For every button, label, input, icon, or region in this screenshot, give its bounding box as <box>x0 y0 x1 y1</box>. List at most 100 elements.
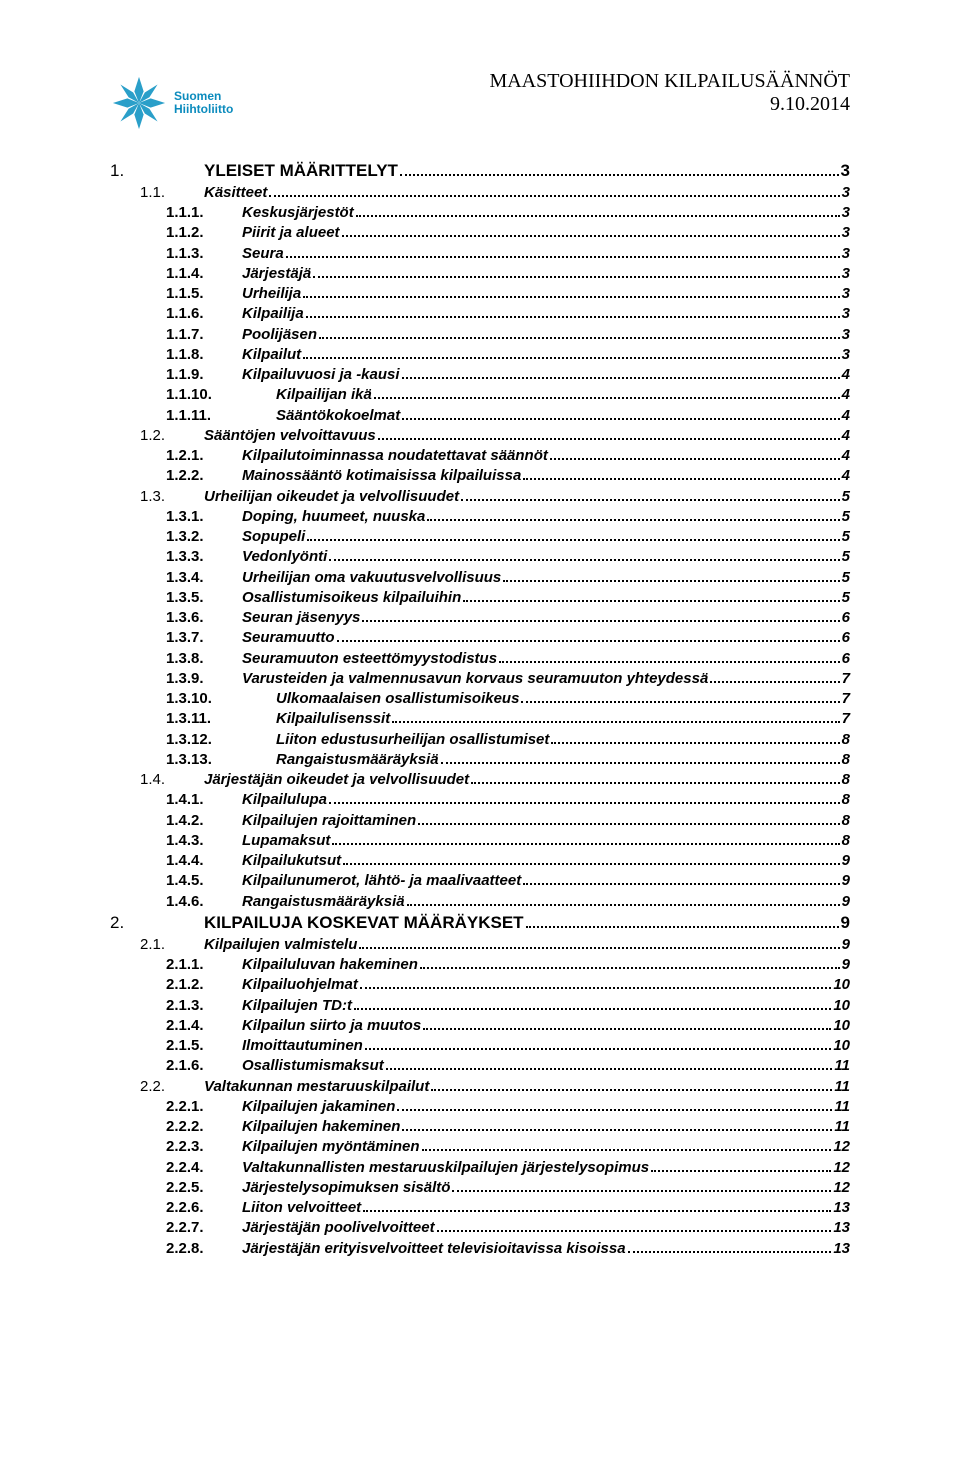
toc-row[interactable]: 1.3.3.Vedonlyönti5 <box>110 547 850 567</box>
toc-row[interactable]: 1.4.4.Kilpailukutsut9 <box>110 851 850 871</box>
toc-number: 2.1. <box>110 935 200 955</box>
toc-label: Varusteiden ja valmennusavun korvaus seu… <box>238 669 708 689</box>
logo-text: Suomen Hiihtoliitto <box>174 90 233 115</box>
toc-row[interactable]: 1.1.3.Seura3 <box>110 244 850 264</box>
toc-row[interactable]: 1.3.11.Kilpailulisenssit7 <box>110 709 850 729</box>
toc-row[interactable]: 1.1.Käsitteet3 <box>110 183 850 203</box>
toc-number: 1.4. <box>110 770 200 790</box>
toc-row[interactable]: 2.2.2.Kilpailujen hakeminen11 <box>110 1117 850 1137</box>
toc-page: 5 <box>842 527 850 547</box>
toc-row[interactable]: 2.2.5.Järjestelysopimuksen sisältö12 <box>110 1178 850 1198</box>
toc-page: 8 <box>842 811 850 831</box>
toc-leader-dots <box>286 250 840 258</box>
toc-row[interactable]: 1.1.6.Kilpailija3 <box>110 304 850 324</box>
toc-row[interactable]: 2.1.4.Kilpailun siirto ja muutos10 <box>110 1016 850 1036</box>
toc-leader-dots <box>427 513 839 521</box>
toc-row[interactable]: 2.2.3.Kilpailujen myöntäminen12 <box>110 1137 850 1157</box>
toc-row[interactable]: 1.1.8.Kilpailut3 <box>110 345 850 365</box>
toc-label: Kilpailunumerot, lähtö- ja maalivaatteet <box>238 871 521 891</box>
toc-row[interactable]: 2.1.3.Kilpailujen TD:t10 <box>110 996 850 1016</box>
toc-row[interactable]: 1.2.2.Mainossääntö kotimaisissa kilpailu… <box>110 466 850 486</box>
toc-leader-dots <box>463 594 839 602</box>
toc-row[interactable]: 2.2.8.Järjestäjän erityisvelvoitteet tel… <box>110 1239 850 1259</box>
toc-label: Keskusjärjestöt <box>238 203 354 223</box>
toc-page: 9 <box>841 912 850 935</box>
toc-row[interactable]: 1.3.13.Rangaistusmääräyksiä8 <box>110 750 850 770</box>
toc-row[interactable]: 1.4.5.Kilpailunumerot, lähtö- ja maaliva… <box>110 871 850 891</box>
toc-row[interactable]: 1.4.Järjestäjän oikeudet ja velvollisuud… <box>110 770 850 790</box>
toc-page: 6 <box>842 649 850 669</box>
toc-leader-dots <box>313 270 839 278</box>
snowflake-icon <box>110 74 168 132</box>
toc-row[interactable]: 2.2.4.Valtakunnallisten mestaruuskilpail… <box>110 1158 850 1178</box>
toc-leader-dots <box>407 898 840 906</box>
toc-row[interactable]: 1.YLEISET MÄÄRITTELYT3 <box>110 160 850 183</box>
toc-label: Kilpailujen rajoittaminen <box>238 811 416 831</box>
toc-page: 3 <box>842 244 850 264</box>
toc-row[interactable]: 1.3.Urheilijan oikeudet ja velvollisuude… <box>110 487 850 507</box>
toc-row[interactable]: 1.1.7.Poolijäsen3 <box>110 325 850 345</box>
toc-row[interactable]: 1.2.1.Kilpailutoiminnassa noudatettavat … <box>110 446 850 466</box>
toc-number: 2.2.1. <box>110 1097 238 1117</box>
toc-leader-dots <box>374 391 840 399</box>
toc-leader-dots <box>402 1123 832 1131</box>
toc-leader-dots <box>303 351 839 359</box>
toc-leader-dots <box>306 310 840 318</box>
toc-row[interactable]: 1.1.2.Piirit ja alueet3 <box>110 223 850 243</box>
toc-page: 5 <box>842 507 850 527</box>
logo-text-line2: Hiihtoliitto <box>174 103 233 116</box>
toc-row[interactable]: 1.1.1.Keskusjärjestöt3 <box>110 203 850 223</box>
toc-label: Järjestäjä <box>238 264 311 284</box>
toc-label: Seuramuutto <box>238 628 335 648</box>
toc-row[interactable]: 1.3.12.Liiton edustusurheilijan osallist… <box>110 730 850 750</box>
toc-number: 2.2.5. <box>110 1178 238 1198</box>
toc-row[interactable]: 2.2.Valtakunnan mestaruuskilpailut11 <box>110 1077 850 1097</box>
toc-row[interactable]: 1.3.5.Osallistumisoikeus kilpailuihin5 <box>110 588 850 608</box>
toc-label: Seuran jäsenyys <box>238 608 360 628</box>
toc-row[interactable]: 1.3.10.Ulkomaalaisen osallistumisoikeus7 <box>110 689 850 709</box>
toc-number: 1.3.9. <box>110 669 238 689</box>
toc-page: 10 <box>833 996 850 1016</box>
toc-number: 2.2.4. <box>110 1158 238 1178</box>
toc-number: 2.1.6. <box>110 1056 238 1076</box>
toc-number: 1.3.11. <box>110 709 272 729</box>
toc-row[interactable]: 1.3.1.Doping, huumeet, nuuska5 <box>110 507 850 527</box>
toc-row[interactable]: 1.4.1.Kilpailulupa8 <box>110 790 850 810</box>
toc-number: 2.2.2. <box>110 1117 238 1137</box>
toc-row[interactable]: 2.2.1.Kilpailujen jakaminen11 <box>110 1097 850 1117</box>
toc-page: 3 <box>842 183 850 203</box>
toc-row[interactable]: 2.2.7.Järjestäjän poolivelvoitteet13 <box>110 1218 850 1238</box>
toc-row[interactable]: 1.4.3.Lupamaksut8 <box>110 831 850 851</box>
toc-row[interactable]: 1.3.8.Seuramuuton esteettömyystodistus6 <box>110 649 850 669</box>
toc-row[interactable]: 2.KILPAILUJA KOSKEVAT MÄÄRÄYKSET9 <box>110 912 850 935</box>
toc-row[interactable]: 2.1.6.Osallistumismaksut11 <box>110 1056 850 1076</box>
toc-row[interactable]: 1.1.4.Järjestäjä3 <box>110 264 850 284</box>
toc-row[interactable]: 1.4.2.Kilpailujen rajoittaminen8 <box>110 811 850 831</box>
toc-number: 1.3.4. <box>110 568 238 588</box>
toc-row[interactable]: 1.2.Sääntöjen velvoittavuus4 <box>110 426 850 446</box>
toc-number: 2.2.8. <box>110 1239 238 1259</box>
toc-row[interactable]: 1.1.10.Kilpailijan ikä4 <box>110 385 850 405</box>
toc-label: Ulkomaalaisen osallistumisoikeus <box>272 689 519 709</box>
toc-row[interactable]: 1.1.11.Sääntökokoelmat4 <box>110 406 850 426</box>
toc-number: 2.2. <box>110 1077 200 1097</box>
toc-row[interactable]: 1.3.2.Sopupeli5 <box>110 527 850 547</box>
toc-row[interactable]: 1.3.9.Varusteiden ja valmennusavun korva… <box>110 669 850 689</box>
toc-row[interactable]: 2.1.5.Ilmoittautuminen10 <box>110 1036 850 1056</box>
toc-number: 1.3.2. <box>110 527 238 547</box>
toc-page: 4 <box>842 365 850 385</box>
toc-row[interactable]: 2.1.1.Kilpailuluvan hakeminen9 <box>110 955 850 975</box>
toc-row[interactable]: 1.3.7.Seuramuutto6 <box>110 628 850 648</box>
toc-row[interactable]: 1.4.6.Rangaistusmääräyksiä9 <box>110 892 850 912</box>
toc-row[interactable]: 2.1.Kilpailujen valmistelu9 <box>110 935 850 955</box>
toc-row[interactable]: 2.2.6.Liiton velvoitteet13 <box>110 1198 850 1218</box>
toc-row[interactable]: 1.3.6.Seuran jäsenyys6 <box>110 608 850 628</box>
toc-row[interactable]: 1.1.5.Urheilija3 <box>110 284 850 304</box>
toc-row[interactable]: 2.1.2.Kilpailuohjelmat10 <box>110 975 850 995</box>
toc-row[interactable]: 1.3.4.Urheilijan oma vakuutusvelvollisuu… <box>110 568 850 588</box>
toc-page: 12 <box>833 1158 850 1178</box>
toc-page: 10 <box>833 1036 850 1056</box>
toc-label: Kilpailukutsut <box>238 851 341 871</box>
toc-row[interactable]: 1.1.9.Kilpailuvuosi ja -kausi4 <box>110 365 850 385</box>
toc-leader-dots <box>499 655 840 663</box>
